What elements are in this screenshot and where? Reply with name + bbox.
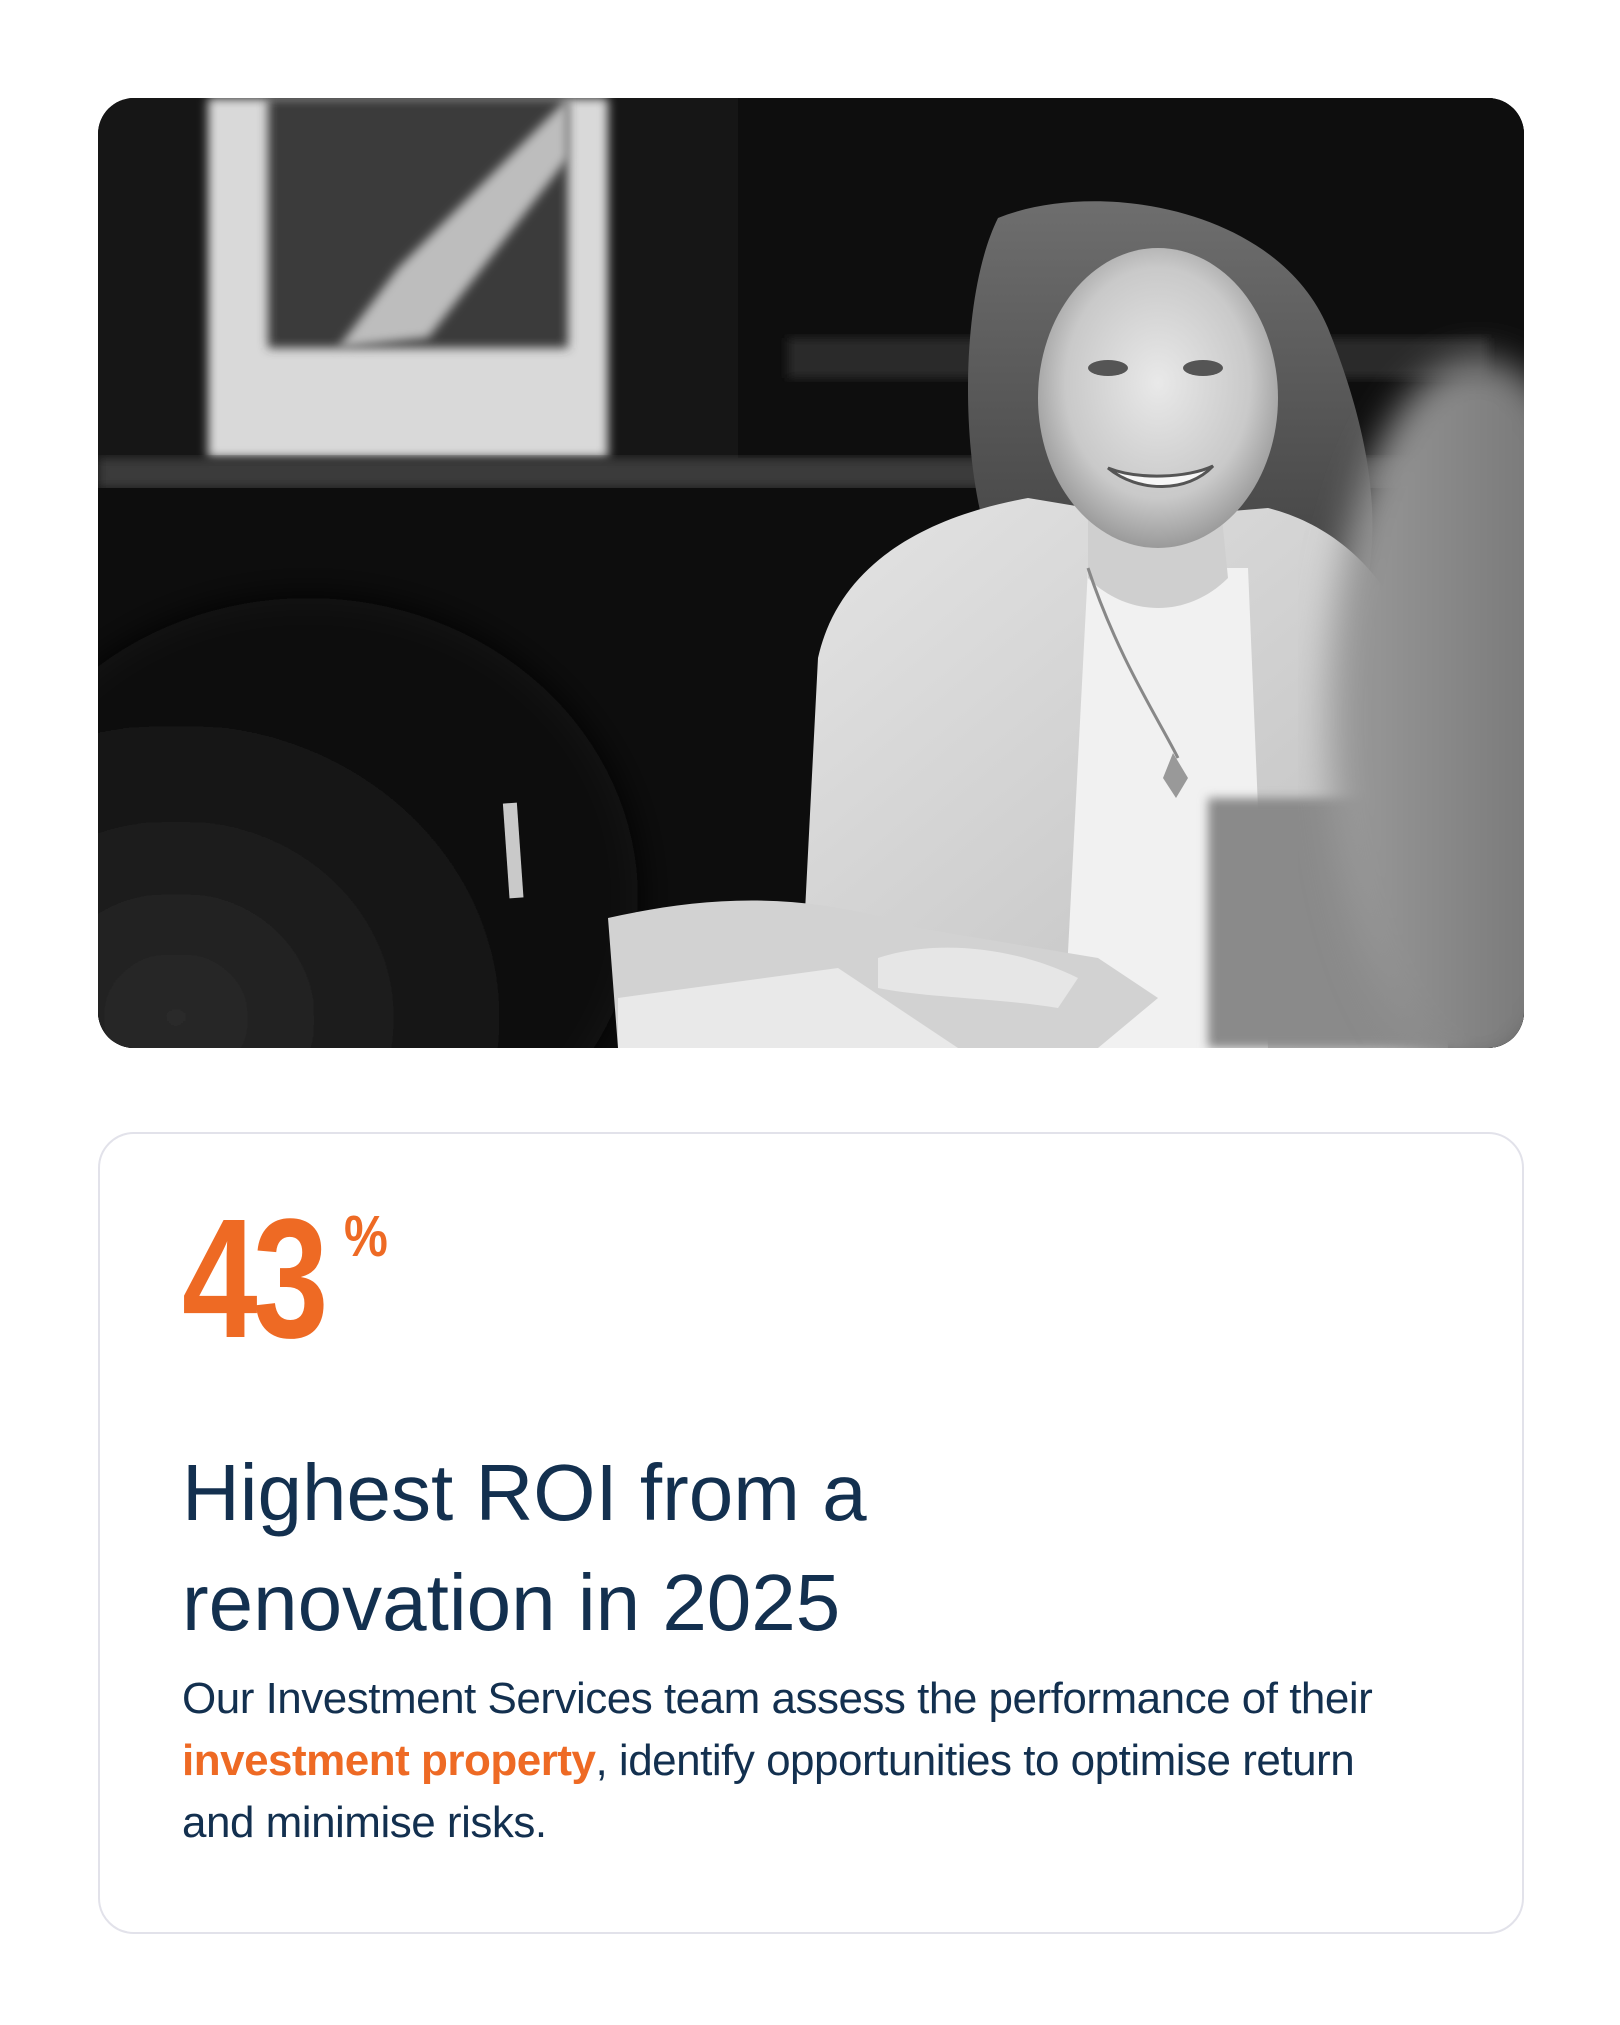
description-text-before: Our Investment Services team assess the … [182,1674,1373,1723]
stat-title: Highest ROI from a renovation in 2025 [182,1438,1382,1658]
hero-photo [98,98,1524,1048]
stat-title-line-1: Highest ROI from a [182,1448,867,1537]
stat-description: Our Investment Services team assess the … [182,1668,1412,1866]
stat-unit: % [344,1204,388,1269]
person-photo-icon [98,98,1524,1048]
stat-number: 43 [182,1184,328,1374]
stat-title-line-2: renovation in 2025 [182,1558,841,1647]
investment-property-link[interactable]: investment property [182,1736,596,1785]
stat-card: 43 % Highest ROI from a renovation in 20… [98,1132,1524,1934]
stat-value: 43 % [182,1184,388,1374]
description-text-after: , identify opportunities to optimise ret… [182,1736,1355,1847]
